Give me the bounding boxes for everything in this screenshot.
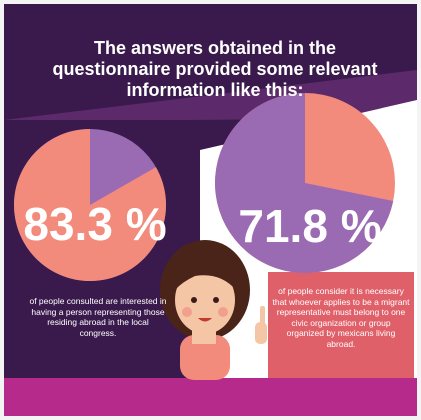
bottom-strip [4,378,417,416]
value-label: 71.8 % [238,200,381,252]
caption: of people consider it is necessary that … [272,286,410,349]
infographic: 83.3 % 71.8 % The answers obtained in the… [0,0,421,420]
value-label: 83.3 % [23,198,166,250]
title: The answers obtained in the questionnair… [50,38,380,101]
caption: of people consulted are interested in ha… [28,296,168,338]
